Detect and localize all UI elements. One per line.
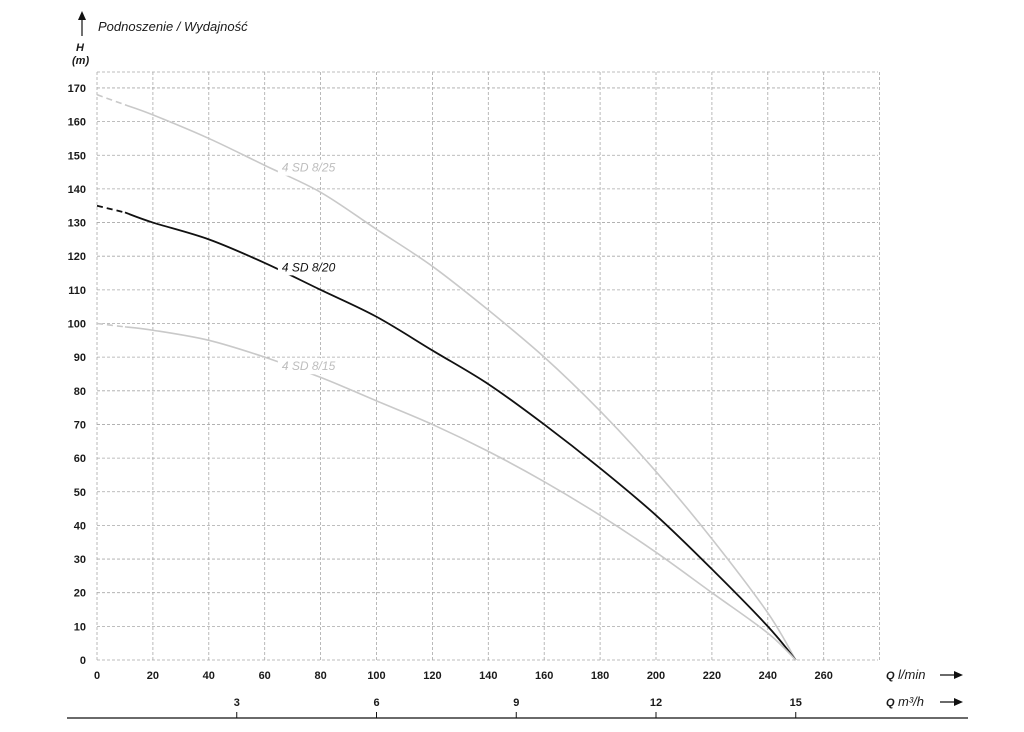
curve-start-dashed (96, 322, 126, 328)
curve-label: 4 SD 8/25 (282, 161, 336, 175)
y-tick-label: 30 (74, 554, 86, 566)
x-tick-label: 200 (647, 670, 665, 682)
y-tick-label: 70 (74, 419, 86, 431)
y-tick-label: 100 (68, 319, 86, 331)
curve-label-mask (277, 358, 340, 375)
y-tick-label: 0 (80, 655, 86, 667)
labels: Podnoszenie / Wydajność H (m) Q l/min Q … (72, 19, 925, 709)
x-tick-label: 180 (591, 670, 609, 682)
y-tick-label: 20 (74, 588, 86, 600)
x-tick-label: 80 (314, 670, 326, 682)
secondary-x-axis-arrowhead (954, 698, 963, 706)
secondary-x-tick-label: 9 (513, 697, 519, 709)
y-axis-arrowhead (78, 11, 86, 20)
y-tick-label: 150 (68, 150, 86, 162)
x-axis-arrowhead (954, 671, 963, 679)
axes: 0102030405060708090100110120130140150160… (67, 11, 968, 719)
secondary-x-tick-label: 12 (650, 697, 662, 709)
x-tick-label: 20 (147, 670, 159, 682)
y-tick-label: 60 (74, 453, 86, 465)
y-tick-label: 90 (74, 352, 86, 364)
chart-title: Podnoszenie / Wydajność (98, 19, 248, 34)
curves (96, 93, 797, 661)
x-tick-label: 120 (423, 670, 441, 682)
secondary-x-axis-label: Q (886, 697, 895, 709)
y-tick-label: 130 (68, 218, 86, 230)
y-tick-label: 120 (68, 251, 86, 263)
x-tick-label: 140 (479, 670, 497, 682)
y-tick-label: 140 (68, 184, 86, 196)
x-tick-label: 100 (367, 670, 385, 682)
curve-4-sd-8-15 (124, 326, 797, 661)
x-tick-label: 260 (815, 670, 833, 682)
y-tick-label: 170 (68, 83, 86, 95)
y-axis-label: H (76, 42, 85, 54)
x-tick-label: 40 (203, 670, 215, 682)
y-tick-label: 40 (74, 520, 86, 532)
curve-start-dashed (96, 93, 126, 106)
x-axis-unit: l/min (898, 667, 925, 682)
curve-label-mask (277, 259, 340, 276)
x-axis-label: Q (886, 670, 895, 682)
secondary-x-axis-unit: m³/h (898, 694, 924, 709)
secondary-x-tick-label: 3 (234, 697, 240, 709)
grid (96, 71, 880, 661)
x-tick-label: 0 (94, 670, 100, 682)
y-tick-label: 160 (68, 117, 86, 129)
x-tick-label: 240 (759, 670, 777, 682)
y-tick-label: 50 (74, 487, 86, 499)
x-tick-label: 60 (259, 670, 271, 682)
secondary-x-tick-label: 6 (373, 697, 379, 709)
curve-start-dashed (96, 204, 126, 214)
y-tick-label: 10 (74, 621, 86, 633)
y-tick-label: 110 (68, 285, 86, 297)
x-tick-label: 160 (535, 670, 553, 682)
curve-label: 4 SD 8/20 (282, 260, 336, 274)
y-axis-unit: (m) (72, 55, 89, 67)
y-tick-label: 80 (74, 386, 86, 398)
x-tick-label: 220 (703, 670, 721, 682)
curve-label: 4 SD 8/15 (282, 359, 336, 373)
curve-label-mask (277, 159, 340, 176)
curve-4-sd-8-25 (124, 104, 797, 661)
secondary-x-tick-label: 15 (790, 697, 802, 709)
curve-4-sd-8-20 (124, 211, 797, 661)
